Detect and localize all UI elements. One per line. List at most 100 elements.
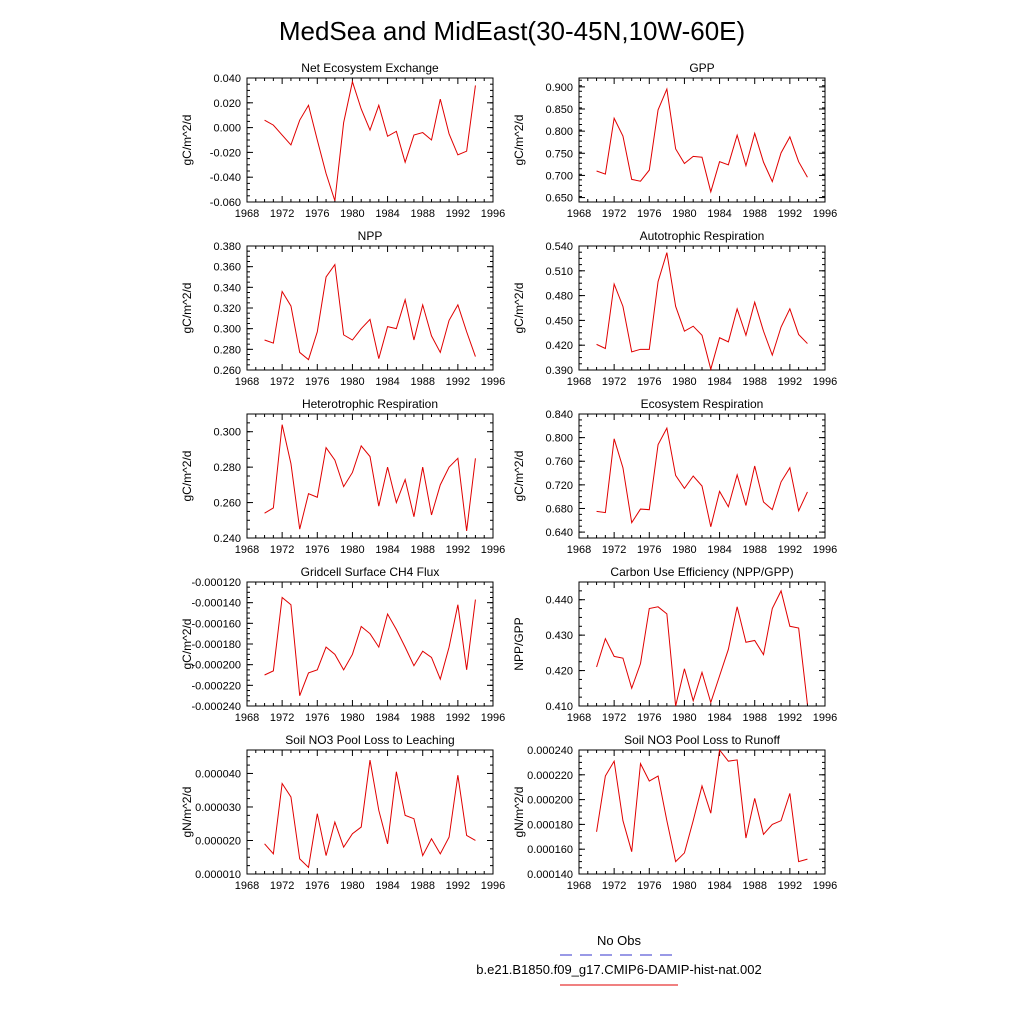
y-tick-label: 0.300 [213,324,241,336]
y-tick-label: 0.420 [545,340,573,352]
y-tick-label: 0.000 [213,123,241,135]
x-tick-label: 1968 [567,880,591,892]
x-tick-label: 1996 [481,208,505,220]
y-tick-label: 0.390 [545,365,573,377]
y-tick-label: 0.000140 [527,869,573,881]
plot-frame [246,77,494,203]
y-axis-label: gC/m^2/d [512,115,526,166]
x-tick-label: 1992 [446,544,470,556]
series-line [264,263,476,361]
y-axis-label: gC/m^2/d [180,283,194,334]
x-tick-label: 1980 [340,376,364,388]
x-tick-label: 1984 [707,208,731,220]
panel-4: Autotrophic Respiration gC/m^2/d 1968 1972 1… [512,229,837,388]
x-tick-label: 1984 [375,544,399,556]
plot-frame [578,413,826,539]
y-tick-label: 0.700 [545,170,573,182]
y-tick-label: 0.000030 [195,802,241,814]
y-axis-label: gC/m^2/d [180,115,194,166]
x-tick-label: 1988 [410,376,434,388]
x-tick-label: 1976 [305,712,329,724]
x-tick-label: 1980 [340,712,364,724]
y-tick-label: 0.360 [213,262,241,274]
x-tick-label: 1976 [305,544,329,556]
y-tick-label: -0.000120 [191,577,241,589]
panels-group: Net Ecosystem Exchange gC/m^2/d 1968 1972 19… [180,61,837,892]
x-tick-label: 1984 [707,880,731,892]
x-tick-label: 1984 [375,880,399,892]
x-tick-label: 1972 [270,880,294,892]
y-tick-label: -0.000180 [191,639,241,651]
y-tick-label: 0.280 [213,344,241,356]
x-tick-label: 1996 [813,376,837,388]
panel-2: GPP gC/m^2/d 1968 1972 1976 1980 1984 1988 1992 1… [512,61,837,220]
y-tick-label: 0.850 [545,104,573,116]
y-tick-label: 0.340 [213,282,241,294]
x-tick-label: 1984 [707,544,731,556]
x-tick-label: 1984 [707,376,731,388]
y-tick-label: 0.540 [545,241,573,253]
y-tick-label: 0.300 [213,427,241,439]
x-tick-label: 1988 [410,544,434,556]
x-tick-label: 1976 [305,208,329,220]
panel-title: Soil NO3 Pool Loss to Leaching [285,733,454,747]
y-tick-label: 0.640 [545,527,573,539]
x-tick-label: 1972 [270,376,294,388]
x-tick-label: 1992 [446,880,470,892]
y-axis-label: gC/m^2/d [512,283,526,334]
plot-frame [578,581,826,707]
legend-model-label: b.e21.B1850.f09_g17.CMIP6-DAMIP-hist-nat… [476,962,761,977]
panel-title: Heterotrophic Respiration [302,397,438,411]
series-line [264,79,476,201]
legend: No Obs b.e21.B1850.f09_g17.CMIP6-DAMIP-h… [476,933,762,986]
y-axis-label: gC/m^2/d [180,619,194,670]
x-tick-label: 1992 [778,208,802,220]
x-tick-label: 1976 [637,544,661,556]
x-tick-label: 1972 [602,376,626,388]
y-axis-label: gC/m^2/d [180,451,194,502]
legend-obs-label: No Obs [597,933,642,948]
x-tick-label: 1980 [672,376,696,388]
x-tick-label: 1992 [446,376,470,388]
panel-title: Autotrophic Respiration [640,229,765,243]
y-tick-label: 0.900 [545,82,573,94]
y-tick-label: 0.450 [545,315,573,327]
y-tick-label: 0.000200 [527,795,573,807]
series-line [264,424,476,531]
x-tick-label: 1984 [375,376,399,388]
x-tick-label: 1988 [742,712,766,724]
y-tick-label: 0.720 [545,480,573,492]
x-tick-label: 1968 [235,712,259,724]
y-tick-label: 0.510 [545,266,573,278]
y-tick-label: 0.260 [213,498,241,510]
x-tick-label: 1976 [637,880,661,892]
plot-frame [246,581,494,707]
series-line [596,87,808,194]
y-tick-label: 0.480 [545,291,573,303]
y-tick-label: -0.060 [210,197,241,209]
x-tick-label: 1980 [672,712,696,724]
y-tick-label: -0.000240 [191,701,241,713]
x-tick-label: 1972 [602,880,626,892]
x-tick-label: 1988 [410,208,434,220]
panel-9: Soil NO3 Pool Loss to Leaching gN/m^2/d 19… [180,733,505,892]
x-tick-label: 1976 [305,880,329,892]
x-tick-label: 1968 [235,880,259,892]
x-tick-label: 1984 [707,712,731,724]
x-tick-label: 1968 [235,376,259,388]
panel-7: Gridcell Surface CH4 Flux gC/m^2/d 1968 197… [180,565,505,724]
series-line [264,759,476,869]
x-tick-label: 1968 [235,544,259,556]
y-tick-label: 0.240 [213,533,241,545]
y-tick-label: 0.000160 [527,844,573,856]
x-tick-label: 1976 [637,712,661,724]
figure-title: MedSea and MidEast(30-45N,10W-60E) [279,16,745,46]
x-tick-label: 1996 [481,712,505,724]
y-axis-label: gN/m^2/d [180,787,194,838]
y-tick-label: 0.040 [213,73,241,85]
x-tick-label: 1996 [481,880,505,892]
panel-title: Carbon Use Efficiency (NPP/GPP) [610,565,793,579]
panel-title: NPP [358,229,383,243]
y-tick-label: 0.650 [545,193,573,205]
